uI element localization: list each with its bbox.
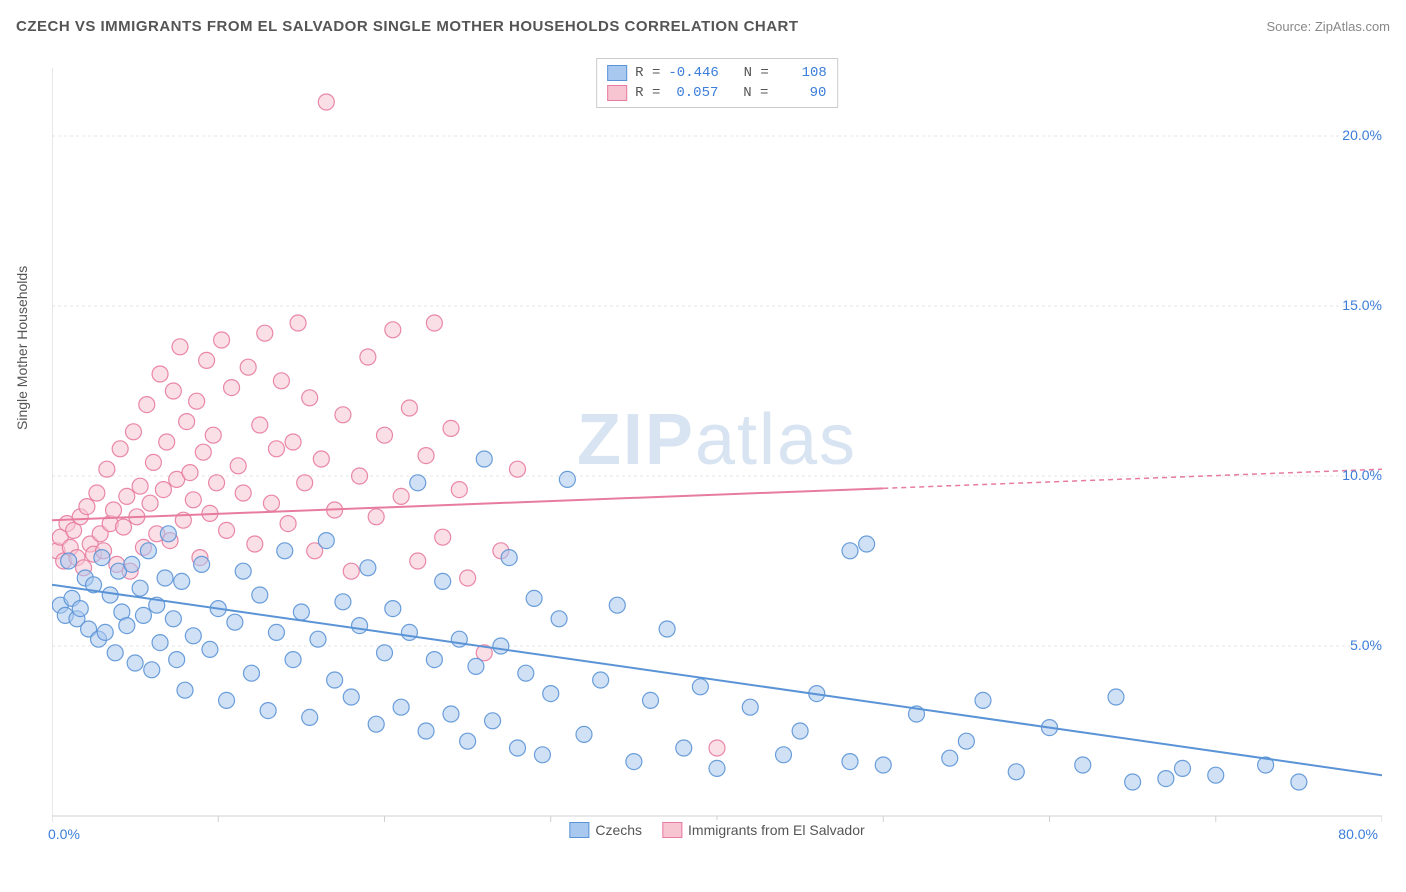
axis-tick-label: 0.0% — [48, 826, 80, 842]
header: CZECH VS IMMIGRANTS FROM EL SALVADOR SIN… — [16, 18, 1390, 35]
legend-stats: R = -0.446 N = 108 R = 0.057 N = 90 — [596, 58, 838, 108]
axis-tick-label: 20.0% — [1342, 127, 1382, 143]
legend-item: Immigrants from El Salvador — [662, 822, 865, 838]
swatch-czechs-icon — [569, 822, 589, 838]
r-value: -0.446 — [668, 65, 718, 81]
axis-tick-label: 5.0% — [1350, 637, 1382, 653]
source-label: Source: ZipAtlas.com — [1266, 19, 1390, 34]
r-value: 0.057 — [668, 85, 718, 101]
legend-stats-row: R = -0.446 N = 108 — [607, 63, 827, 83]
chart-title: CZECH VS IMMIGRANTS FROM EL SALVADOR SIN… — [16, 18, 799, 35]
legend-stats-row: R = 0.057 N = 90 — [607, 83, 827, 103]
legend-series: Czechs Immigrants from El Salvador — [563, 820, 870, 840]
swatch-elsalvador-icon — [662, 822, 682, 838]
chart-svg — [52, 58, 1382, 838]
legend-label: Immigrants from El Salvador — [688, 822, 865, 838]
axis-tick-label: 80.0% — [1338, 826, 1378, 842]
chart-area: ZIPatlas R = -0.446 N = 108 R = 0.057 N … — [52, 58, 1382, 838]
legend-item: Czechs — [569, 822, 642, 838]
legend-label: Czechs — [595, 822, 642, 838]
swatch-elsalvador-icon — [607, 85, 627, 101]
n-value: 90 — [776, 85, 826, 101]
y-axis-label: Single Mother Households — [14, 266, 30, 430]
axis-tick-label: 10.0% — [1342, 467, 1382, 483]
axis-tick-label: 15.0% — [1342, 297, 1382, 313]
n-value: 108 — [777, 65, 827, 81]
swatch-czechs-icon — [607, 65, 627, 81]
